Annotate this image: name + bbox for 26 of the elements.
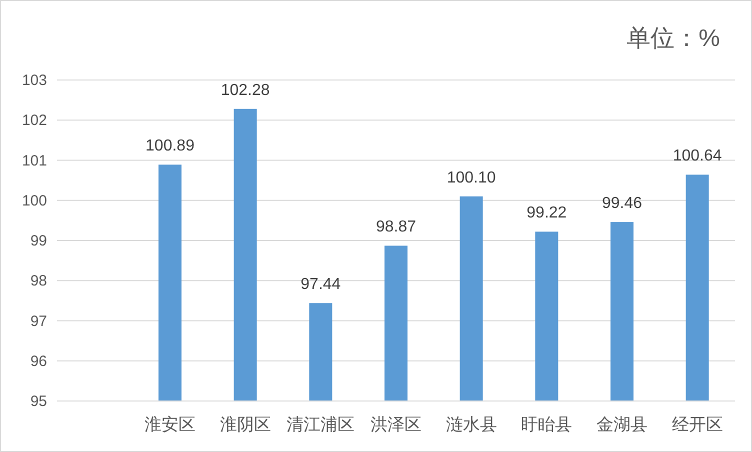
data-label: 100.10 [446, 169, 496, 186]
y-tick-label: 103 [22, 72, 47, 89]
y-tick-label: 101 [22, 152, 47, 170]
y-tick-label: 95 [30, 393, 47, 410]
y-tick-label: 96 [30, 352, 47, 370]
x-tick-label: 淮阴区 [220, 415, 271, 434]
data-label: 102.28 [220, 82, 270, 99]
text: 单位：% [626, 25, 720, 52]
x-tick-label: 金湖县 [596, 415, 648, 434]
y-tick-label: 102 [22, 112, 47, 130]
data-label: 100.64 [672, 148, 722, 165]
x-tick-label: 涟水县 [446, 415, 497, 434]
y-tick-label: 100 [22, 192, 47, 210]
x-tick-label: 清江浦区 [286, 415, 355, 434]
x-tick-label: 盱眙县 [521, 415, 572, 434]
x-tick-label: 洪泽区 [370, 415, 422, 434]
data-label: 98.87 [376, 218, 416, 236]
data-label: 100.89 [146, 138, 195, 155]
y-tick-label: 97 [30, 312, 47, 330]
y-tick-label: 99 [30, 232, 47, 250]
data-label: 97.44 [300, 276, 341, 294]
x-tick-label: 经开区 [672, 415, 723, 434]
data-label: 99.46 [602, 195, 642, 212]
y-tick-label: 98 [30, 272, 47, 290]
x-tick-label: 淮安区 [144, 415, 196, 434]
data-label: 99.22 [526, 204, 567, 222]
